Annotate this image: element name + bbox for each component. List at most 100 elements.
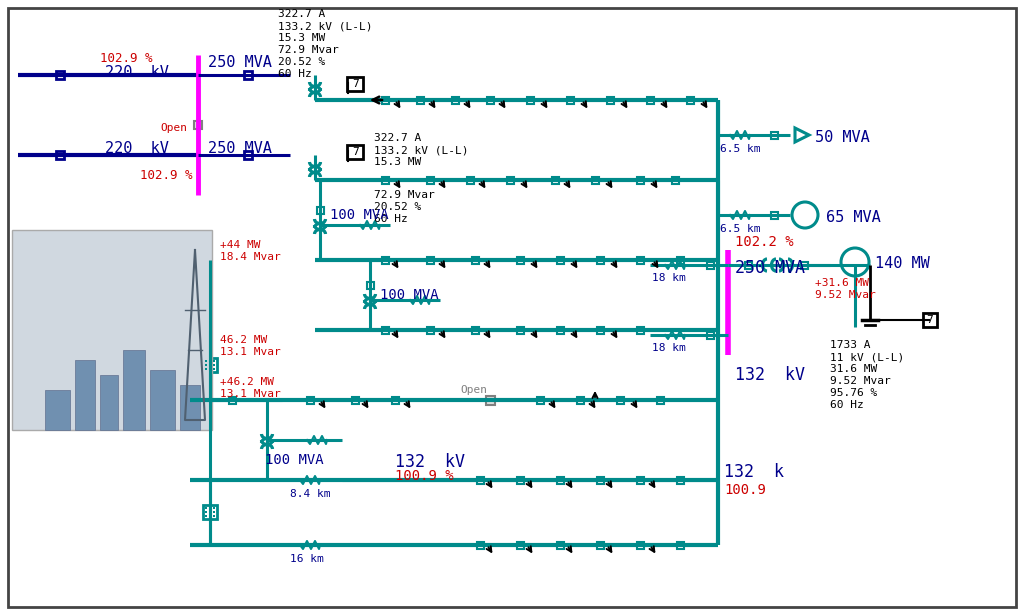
Bar xyxy=(347,77,362,91)
Text: 18 km: 18 km xyxy=(652,343,686,353)
Bar xyxy=(123,350,145,430)
Text: 100 MVA: 100 MVA xyxy=(380,288,438,302)
Bar xyxy=(516,256,523,263)
Bar xyxy=(516,327,523,333)
Bar xyxy=(382,327,388,333)
Bar xyxy=(556,327,563,333)
Bar xyxy=(244,71,252,79)
Text: 72.9 Mvar: 72.9 Mvar xyxy=(374,190,435,200)
Bar xyxy=(56,151,65,159)
Bar xyxy=(476,541,483,549)
Bar xyxy=(228,397,236,403)
Text: 132  kV: 132 kV xyxy=(395,453,465,471)
Text: 102.2 %: 102.2 % xyxy=(735,235,794,249)
Bar xyxy=(592,177,598,183)
Text: 13.1 Mvar: 13.1 Mvar xyxy=(220,389,281,399)
Bar xyxy=(707,331,714,338)
Bar xyxy=(771,212,778,218)
Bar xyxy=(686,97,693,103)
Text: 1733 A: 1733 A xyxy=(830,340,870,350)
Text: 102.9 %: 102.9 % xyxy=(140,169,193,181)
Bar xyxy=(537,397,544,403)
Bar xyxy=(244,151,252,159)
Text: 100 MVA: 100 MVA xyxy=(265,453,324,467)
Bar xyxy=(597,541,603,549)
Text: 132  kV: 132 kV xyxy=(735,366,805,384)
Text: 20.52 %: 20.52 % xyxy=(278,57,326,67)
Text: 95.76 %: 95.76 % xyxy=(830,388,878,398)
Text: 100.9 %: 100.9 % xyxy=(395,469,454,483)
Text: 18.4 Mvar: 18.4 Mvar xyxy=(220,252,281,262)
Text: 31.6 MW: 31.6 MW xyxy=(830,364,878,374)
Text: 6.5 km: 6.5 km xyxy=(720,224,761,234)
Text: 15.3 MW: 15.3 MW xyxy=(374,157,421,167)
Bar xyxy=(471,256,478,263)
Bar xyxy=(771,132,778,138)
Bar xyxy=(452,97,459,103)
Bar xyxy=(707,261,714,269)
Text: 46.2 MW: 46.2 MW xyxy=(220,335,267,345)
Bar xyxy=(744,261,752,269)
Bar xyxy=(566,97,573,103)
Text: 60 Hz: 60 Hz xyxy=(374,214,408,224)
Bar xyxy=(203,358,217,372)
Text: 100.9: 100.9 xyxy=(724,483,766,497)
Bar xyxy=(56,71,65,79)
Bar xyxy=(637,541,643,549)
Text: 140 MW: 140 MW xyxy=(874,255,930,271)
Bar xyxy=(516,477,523,483)
Text: 60 Hz: 60 Hz xyxy=(278,69,311,79)
Bar xyxy=(427,177,433,183)
Text: 102.9 %: 102.9 % xyxy=(100,52,153,65)
Text: 9.52 Mvar: 9.52 Mvar xyxy=(830,376,891,386)
Bar xyxy=(427,327,433,333)
Bar xyxy=(427,256,433,263)
Text: 8.4 km: 8.4 km xyxy=(290,489,331,499)
Bar xyxy=(12,230,212,430)
Bar xyxy=(382,256,388,263)
Bar xyxy=(606,97,613,103)
Bar xyxy=(467,177,473,183)
Bar xyxy=(75,360,95,430)
Text: 9.52 Mvar: 9.52 Mvar xyxy=(815,290,876,300)
Text: 7: 7 xyxy=(927,315,933,325)
Bar xyxy=(597,327,603,333)
Bar xyxy=(616,397,624,403)
Bar xyxy=(150,370,175,430)
Text: 132  k: 132 k xyxy=(724,463,784,481)
Text: 11 kV (L-L): 11 kV (L-L) xyxy=(830,352,904,362)
Bar xyxy=(526,97,534,103)
Text: 20.52 %: 20.52 % xyxy=(374,202,421,212)
Bar xyxy=(556,541,563,549)
Bar xyxy=(672,177,679,183)
Text: 250 MVA: 250 MVA xyxy=(735,259,805,277)
Text: 322.7 A: 322.7 A xyxy=(374,133,421,143)
Bar xyxy=(656,397,664,403)
Bar xyxy=(194,121,202,129)
Bar xyxy=(417,97,424,103)
Text: Open: Open xyxy=(460,385,487,395)
Text: 18 km: 18 km xyxy=(652,273,686,283)
Text: Open: Open xyxy=(160,123,187,133)
Text: +44 MW: +44 MW xyxy=(220,240,260,250)
Text: 100 MVA: 100 MVA xyxy=(330,208,389,222)
Text: 15.3 MW: 15.3 MW xyxy=(278,33,326,43)
Bar xyxy=(923,313,937,327)
Bar xyxy=(45,390,70,430)
Text: 220  kV: 220 kV xyxy=(105,140,169,156)
Bar xyxy=(597,256,603,263)
Text: 65 MVA: 65 MVA xyxy=(826,210,881,224)
Bar xyxy=(637,177,643,183)
Bar xyxy=(486,97,494,103)
Text: +31.6 MW: +31.6 MW xyxy=(815,278,869,288)
Bar xyxy=(351,397,358,403)
Bar xyxy=(316,207,324,213)
Bar xyxy=(802,261,809,269)
Text: 72.9 Mvar: 72.9 Mvar xyxy=(278,45,339,55)
Bar xyxy=(485,395,495,405)
Text: 13.1 Mvar: 13.1 Mvar xyxy=(220,347,281,357)
Bar xyxy=(476,477,483,483)
Bar xyxy=(556,256,563,263)
Text: 133.2 kV (L-L): 133.2 kV (L-L) xyxy=(278,21,373,31)
Bar xyxy=(347,145,362,159)
